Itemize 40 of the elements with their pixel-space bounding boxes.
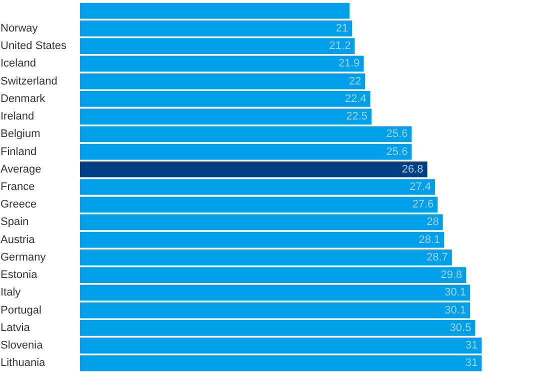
data-label: 28.1 bbox=[418, 234, 440, 246]
y-tick-label: Switzerland bbox=[0, 75, 58, 88]
data-label: 31 bbox=[465, 340, 478, 352]
data-label: 21.9 bbox=[338, 58, 360, 70]
data-label: 30.1 bbox=[444, 286, 466, 299]
y-tick-label: Norway bbox=[0, 22, 38, 34]
y-tick-label: Portugal bbox=[0, 304, 42, 316]
y-tick-label: France bbox=[0, 181, 35, 193]
y-tick-label: Denmark bbox=[0, 92, 46, 105]
data-label: 27.4 bbox=[410, 181, 432, 193]
y-tick-label: Spain bbox=[0, 216, 29, 228]
y-tick-label: Slovenia bbox=[0, 340, 44, 352]
y-tick-label: Iceland bbox=[0, 58, 36, 70]
data-label: 22.4 bbox=[344, 92, 366, 105]
y-tick-label: Finland bbox=[0, 146, 37, 158]
data-label: 21.2 bbox=[329, 40, 351, 52]
data-label: 29.8 bbox=[440, 269, 462, 282]
data-label: 25.6 bbox=[386, 128, 408, 140]
y-tick-label: Estonia bbox=[0, 269, 38, 282]
data-label: 27.6 bbox=[412, 198, 434, 211]
y-tick-label: Latvia bbox=[0, 322, 31, 334]
y-tick-label: Belgium bbox=[0, 128, 40, 140]
y-tick-label: Germany bbox=[0, 251, 46, 264]
data-label: 28 bbox=[426, 216, 439, 228]
y-tick-label: United States bbox=[0, 40, 68, 52]
y-tick-label: Greece bbox=[0, 198, 37, 211]
data-label: 21 bbox=[336, 22, 348, 34]
data-label: 30.1 bbox=[444, 304, 466, 316]
y-tick-label: Average bbox=[0, 163, 42, 176]
data-label: 22 bbox=[348, 75, 362, 88]
data-label: 22.5 bbox=[346, 110, 368, 123]
data-label: 26.8 bbox=[402, 163, 424, 176]
data-label: 25.6 bbox=[386, 146, 408, 158]
y-tick-label: Austria bbox=[0, 234, 36, 246]
y-tick-label: Italy bbox=[0, 286, 22, 299]
y-tick-label: Lithuania bbox=[0, 357, 46, 370]
data-label: 30.5 bbox=[450, 322, 472, 334]
data-label: 31 bbox=[465, 357, 478, 370]
data-label: 28.7 bbox=[426, 251, 448, 264]
y-tick-label: Ireland bbox=[0, 110, 34, 123]
